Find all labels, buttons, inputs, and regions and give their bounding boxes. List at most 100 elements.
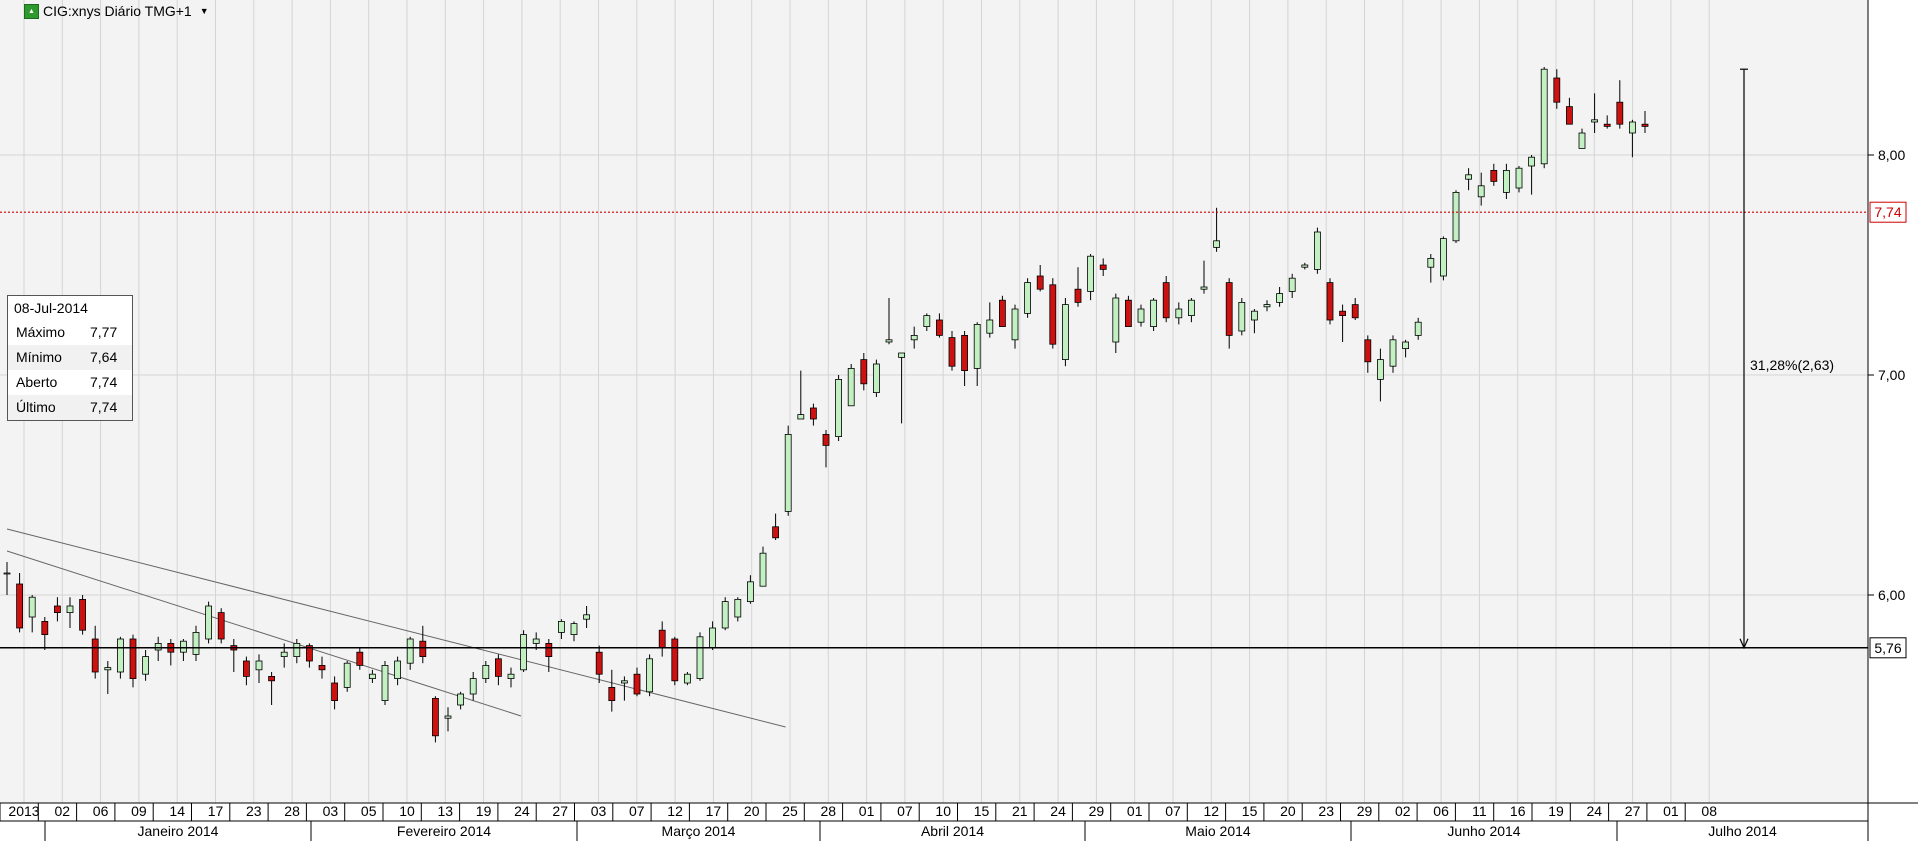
- x-tick-label: 14: [169, 803, 185, 819]
- candle: [558, 619, 565, 639]
- price-line-label: 7,74: [1874, 204, 1901, 220]
- candle-body: [1213, 240, 1220, 248]
- x-tick-label: 27: [552, 803, 568, 819]
- candle: [646, 654, 653, 697]
- candle: [406, 636, 414, 670]
- candle: [671, 636, 679, 686]
- candle-body: [494, 658, 502, 677]
- candle: [179, 639, 187, 661]
- candle: [1011, 304, 1019, 349]
- candle: [885, 298, 893, 345]
- candle-body: [1566, 106, 1573, 125]
- candle-body: [66, 605, 74, 613]
- candle: [1225, 278, 1233, 349]
- candle-body: [356, 651, 364, 666]
- candle-body: [343, 662, 351, 688]
- candle: [431, 696, 439, 743]
- candle-body: [910, 334, 918, 341]
- candle: [507, 667, 515, 688]
- x-tick-label: 02: [55, 803, 71, 819]
- candle-body: [3, 572, 11, 575]
- x-tick-label: 02: [1395, 803, 1411, 819]
- month-label: Janeiro 2014: [138, 823, 219, 839]
- candle: [419, 625, 427, 664]
- candle: [79, 595, 86, 635]
- candle-body: [1351, 304, 1359, 319]
- candle-body: [368, 673, 376, 680]
- candle: [381, 661, 389, 705]
- candle-body: [759, 552, 767, 587]
- candle-body: [595, 651, 603, 675]
- candle: [1150, 298, 1157, 331]
- candle-body: [1011, 308, 1019, 341]
- candle-body: [507, 673, 515, 680]
- candle-body: [444, 715, 452, 719]
- x-tick-label: 13: [438, 803, 454, 819]
- info-label: Último: [16, 399, 56, 415]
- candle-body: [41, 621, 49, 636]
- candle: [66, 597, 74, 628]
- candle-body: [482, 665, 490, 680]
- candle: [1200, 260, 1208, 294]
- price-line-badge: [1869, 637, 1907, 659]
- candles: [3, 67, 1649, 743]
- chart-title[interactable]: ▲ CIG:xnys Diário TMG+1 ▼: [24, 2, 209, 20]
- info-label: Aberto: [16, 374, 58, 390]
- info-value: 7,74: [90, 399, 118, 415]
- x-tick-label: 12: [667, 803, 683, 819]
- candle-body: [671, 638, 679, 682]
- plot-background: [0, 0, 1868, 803]
- candle: [1465, 168, 1472, 191]
- price-line-label: 5,76: [1874, 640, 1901, 656]
- candle: [583, 606, 590, 628]
- candle: [368, 669, 376, 683]
- y-tick-label: 7,00: [1878, 367, 1905, 383]
- measurement: 31,28%(2,63): [1739, 68, 1834, 650]
- candle-body: [1440, 238, 1447, 277]
- candle: [343, 661, 351, 692]
- candle: [835, 375, 842, 441]
- candle: [1364, 335, 1372, 373]
- candle-body: [898, 352, 905, 358]
- candle: [16, 573, 24, 633]
- candle-body: [1364, 339, 1372, 363]
- candle-body: [961, 334, 968, 371]
- x-tick-label: 24: [1587, 803, 1603, 819]
- candle-body: [936, 319, 943, 336]
- candle: [1578, 128, 1586, 149]
- candle: [1326, 278, 1334, 325]
- trendline: [6, 550, 522, 717]
- candle: [1553, 69, 1561, 109]
- candle: [41, 617, 49, 650]
- candle-body: [822, 433, 830, 446]
- candle-body: [1314, 231, 1321, 270]
- candle-body: [923, 315, 931, 328]
- candle: [1427, 254, 1435, 283]
- x-tick-label: 17: [208, 803, 224, 819]
- info-label: Máximo: [16, 324, 66, 340]
- x-tick-label: 21: [1012, 803, 1028, 819]
- candle-body: [797, 414, 805, 420]
- candle-body: [117, 638, 124, 673]
- candle-body: [1049, 284, 1057, 345]
- candle-body: [948, 337, 956, 367]
- candle-body: [583, 614, 590, 620]
- x-tick-label: 01: [1663, 803, 1679, 819]
- candle-body: [280, 651, 288, 658]
- candle-body: [545, 643, 553, 658]
- candle: [1490, 163, 1498, 186]
- candle-body: [1263, 304, 1271, 308]
- candle-body: [28, 596, 36, 618]
- candle-body: [1162, 282, 1170, 319]
- candle-body: [381, 665, 389, 702]
- candle-body: [1578, 132, 1586, 149]
- candle: [318, 656, 326, 679]
- chevron-down-icon[interactable]: ▼: [199, 6, 209, 16]
- candle-body: [129, 638, 137, 679]
- x-tick-label: 29: [1357, 803, 1373, 819]
- candle: [1087, 254, 1094, 301]
- horizontal-gridlines: [0, 154, 1868, 596]
- candle-body: [104, 667, 112, 671]
- candle: [494, 654, 502, 686]
